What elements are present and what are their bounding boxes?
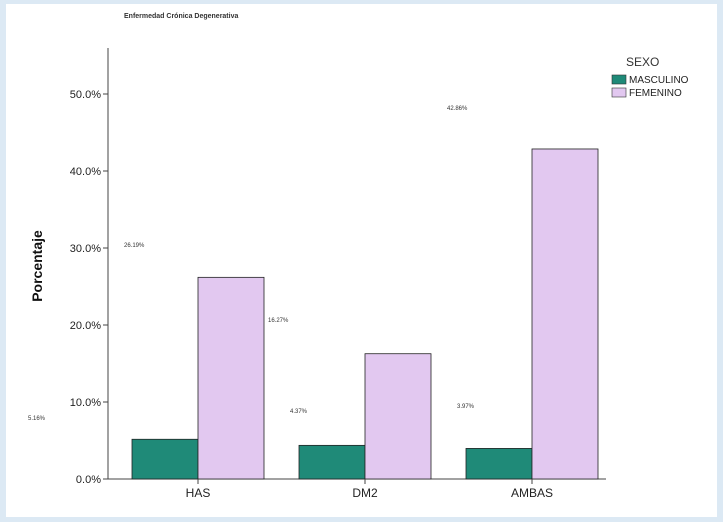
legend-label-masculino: MASCULINO (629, 75, 689, 86)
chart-frame: Enfermedad Crónica Degenerativa Porcenta… (6, 4, 717, 517)
bar-ambas-masculino (465, 448, 533, 480)
bar-has-masculino (131, 438, 199, 480)
x-category-label: DM2 (352, 486, 378, 500)
bar-has-femenino (197, 276, 265, 480)
y-tick-label: 50.0% (70, 89, 101, 101)
data-label-dm2-femenino: 16.27% (268, 318, 289, 324)
x-category-label: HAS (186, 486, 211, 500)
bars (131, 148, 599, 480)
legend: SEXO MASCULINO FEMENINO (611, 55, 689, 99)
y-tick-label: 10.0% (70, 397, 101, 409)
bar-dm2-masculino (298, 444, 366, 480)
y-ticks: 0.0% 10.0% 20.0% 30.0% 40.0% 50.0% (70, 89, 108, 486)
bar-ambas-femenino (531, 148, 599, 480)
legend-swatch-masculino (611, 74, 627, 85)
data-label-dm2-masculino: 4.37% (290, 409, 308, 415)
data-label-has-masculino: 5.16% (28, 416, 46, 422)
legend-label-femenino: FEMENINO (629, 88, 682, 99)
data-label-has-femenino: 26.19% (124, 243, 145, 249)
y-tick-label: 40.0% (70, 166, 101, 178)
x-categories: HAS DM2 AMBAS (186, 479, 553, 500)
x-category-label: AMBAS (511, 486, 553, 500)
chart-title: Enfermedad Crónica Degenerativa (124, 13, 238, 20)
y-tick-label: 0.0% (76, 474, 101, 486)
data-label-ambas-femenino: 42.86% (447, 106, 468, 112)
y-tick-label: 20.0% (70, 320, 101, 332)
y-axis-label: Porcentaje (29, 230, 45, 302)
bar-dm2-femenino (364, 353, 432, 480)
data-label-ambas-masculino: 3.97% (457, 404, 475, 410)
legend-title: SEXO (626, 55, 659, 69)
y-tick-label: 30.0% (70, 243, 101, 255)
data-labels: 5.16% 26.19% 4.37% 16.27% 3.97% 42.86% (28, 106, 475, 422)
legend-swatch-femenino (611, 87, 627, 98)
bar-chart: Enfermedad Crónica Degenerativa Porcenta… (28, 13, 689, 500)
